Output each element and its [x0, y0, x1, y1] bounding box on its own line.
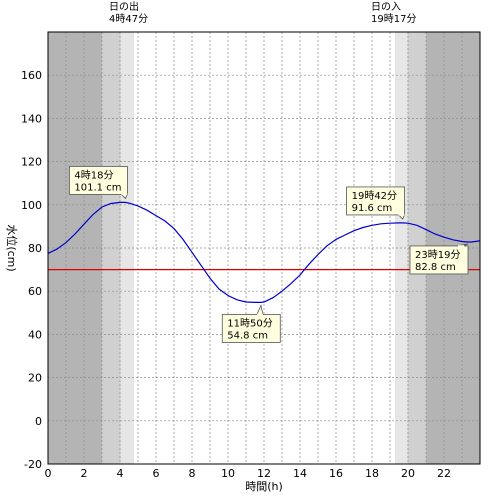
x-tick-label: 22 — [437, 467, 451, 480]
y-tick-labels: -20 0 20 40 60 80 100 120 140 160 — [21, 69, 42, 471]
y-tick-label: 0 — [35, 415, 42, 428]
callout-box — [409, 245, 469, 275]
y-tick-label: 100 — [21, 199, 42, 212]
callout-value: 82.8 cm — [415, 262, 456, 273]
x-tick-label: 20 — [401, 467, 415, 480]
series-line — [47, 201, 481, 303]
grid-lines — [48, 32, 480, 464]
y-tick-label: 120 — [21, 156, 42, 169]
y-tick-label: 60 — [28, 285, 42, 298]
callout-value: 54.8 cm — [227, 330, 268, 341]
callout-value: 91.6 cm — [352, 203, 393, 214]
callout-time: 11時50分 — [227, 317, 272, 329]
band — [102, 32, 121, 464]
x-tick-labels: 0 2 4 6 8 10 12 14 16 18 20 22 — [45, 467, 452, 480]
sunset-time: 19時17分 — [371, 14, 417, 25]
x-tick-label: 18 — [365, 467, 379, 480]
y-axis-title: 水位(cm) — [5, 224, 19, 271]
callout-box — [69, 166, 128, 195]
sunrise-title: 日の出 — [109, 2, 139, 13]
callout-box — [346, 186, 406, 216]
callout-value: 101.1 cm — [74, 182, 121, 193]
y-tick-label: 20 — [28, 372, 42, 385]
x-tick-label: 12 — [257, 467, 271, 480]
sunrise-time: 4時47分 — [109, 14, 149, 25]
callout-time: 4時18分 — [74, 169, 113, 181]
band — [120, 32, 135, 464]
sunset-title: 日の入 — [371, 2, 401, 13]
x-tick-label: 6 — [153, 467, 160, 480]
x-tick-label: 0 — [45, 467, 52, 480]
callout-time: 19時42分 — [352, 190, 397, 202]
series-group — [47, 201, 481, 303]
x-tick-label: 16 — [329, 467, 343, 480]
x-tick-label: 14 — [293, 467, 307, 480]
x-tick-label: 10 — [221, 467, 235, 480]
sunrise-label: 日の出 4時47分 — [109, 2, 148, 26]
callout-box — [221, 314, 281, 343]
y-tick-label: 140 — [21, 112, 42, 125]
x-axis-title: 時間(h) — [245, 480, 283, 493]
plot-border — [47, 31, 481, 465]
y-tick-label: 40 — [28, 328, 42, 341]
x-tick-label: 4 — [117, 467, 124, 480]
plot-frame — [47, 31, 481, 465]
sunset-label: 日の入 19時17分 — [371, 2, 416, 26]
y-tick-label: -20 — [24, 458, 42, 471]
x-tick-label: 8 — [189, 467, 196, 480]
callout-time: 23時19分 — [415, 249, 460, 261]
y-tick-label: 160 — [21, 69, 42, 82]
x-tick-label: 2 — [81, 467, 88, 480]
y-tick-label: 80 — [28, 242, 42, 255]
